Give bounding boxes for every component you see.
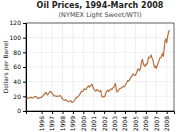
subtitle: (NYMEX Light Sweet/WTI) [59, 11, 142, 19]
tick-mark [135, 111, 136, 114]
plot-frame [26, 23, 174, 111]
tick-mark [94, 111, 95, 114]
axis-line [23, 24, 27, 112]
grid-line [26, 81, 174, 82]
tick-mark [23, 67, 26, 68]
tick-mark [104, 111, 105, 114]
tick-label: 60 [13, 63, 21, 70]
tick-mark [23, 52, 26, 53]
tick-label: 100 [10, 34, 22, 41]
tick-label: 20 [13, 93, 21, 100]
tick-label: 1998 [59, 116, 66, 131]
grid-line [26, 37, 174, 38]
tick-label: 0 [17, 107, 21, 114]
line [27, 30, 169, 102]
tick-mark [52, 111, 53, 114]
tick-label: 2002 [101, 116, 108, 131]
x-axis: 19961997 19981999 20002001 200220032004 2005… [27, 111, 175, 131]
tick-label: 2004 [121, 116, 128, 131]
tick: 2003 [111, 111, 118, 131]
tick-mark [23, 96, 26, 97]
tick: 2007 [153, 111, 160, 131]
tick: 2004 [121, 111, 128, 131]
tick: 40 [13, 78, 26, 85]
tick-mark [62, 111, 63, 114]
y-axis: 0 20 40 60 80 100 120 [10, 19, 27, 114]
tick-mark [156, 111, 157, 114]
grid [26, 23, 174, 111]
tick: 1996 [38, 111, 45, 131]
tick-mark [125, 111, 126, 114]
tick-label: 2003 [111, 116, 118, 131]
plot: 19961997 19981999 20002001 200220032004 2005… [10, 19, 175, 131]
axis-line [27, 112, 175, 115]
tick-mark [23, 38, 26, 39]
tick-label: 120 [10, 19, 22, 26]
tick: 2008 [163, 111, 170, 131]
grid-line [125, 23, 126, 111]
tick: 2006 [142, 111, 149, 131]
tick: 2000 [80, 111, 87, 131]
marks [27, 30, 169, 102]
grid-line [104, 23, 105, 111]
tick-label: 1997 [48, 116, 55, 131]
tick: 100 [10, 34, 26, 41]
tick-mark [83, 111, 84, 114]
tick-mark [73, 111, 74, 114]
tick: 0 [17, 107, 26, 114]
grid-line [135, 23, 136, 111]
tick: 2005 [132, 111, 139, 131]
tick: 20 [13, 93, 26, 100]
grid-line [72, 23, 73, 111]
tick: 2002 [101, 111, 108, 131]
chart: Oil Prices, 1994-March 2008(NYMEX Light … [0, 0, 180, 132]
tick: 1998 [59, 111, 66, 131]
tick-label: 80 [13, 49, 21, 56]
grid-line [145, 23, 146, 111]
tick-label: 1996 [38, 116, 45, 131]
tick-mark [167, 111, 168, 114]
tick: 1997 [48, 111, 55, 131]
tick: 2001 [90, 111, 97, 131]
tick: 60 [13, 63, 26, 70]
tick-label: 2007 [153, 116, 160, 131]
tick: 80 [13, 49, 26, 56]
tick: 1999 [69, 111, 76, 131]
tick-mark [115, 111, 116, 114]
tick-label: 2005 [132, 116, 139, 131]
y-axis-label: Dollars per Barrel [2, 40, 10, 93]
grid-line [52, 23, 53, 111]
tick-label: 2008 [163, 116, 170, 131]
tick-mark [146, 111, 147, 114]
tick: 120 [10, 19, 26, 26]
tick-label: 40 [13, 78, 21, 85]
tick-mark [42, 111, 43, 114]
grid-line [93, 23, 94, 111]
tick-label: 2000 [80, 116, 87, 131]
tick-mark [23, 82, 26, 83]
title: Oil Prices, 1994-March 2008 [37, 1, 164, 10]
tick-label: 2006 [142, 116, 149, 131]
tick-mark [23, 111, 26, 112]
grid-line [26, 96, 174, 97]
grid-line [83, 23, 84, 111]
tick-label: 1999 [69, 116, 76, 131]
grid-line [26, 52, 174, 53]
tick-mark [23, 23, 26, 24]
grid-line [166, 23, 167, 111]
tick-label: 2001 [90, 116, 97, 131]
grid-line [114, 23, 115, 111]
grid-line [26, 67, 174, 68]
